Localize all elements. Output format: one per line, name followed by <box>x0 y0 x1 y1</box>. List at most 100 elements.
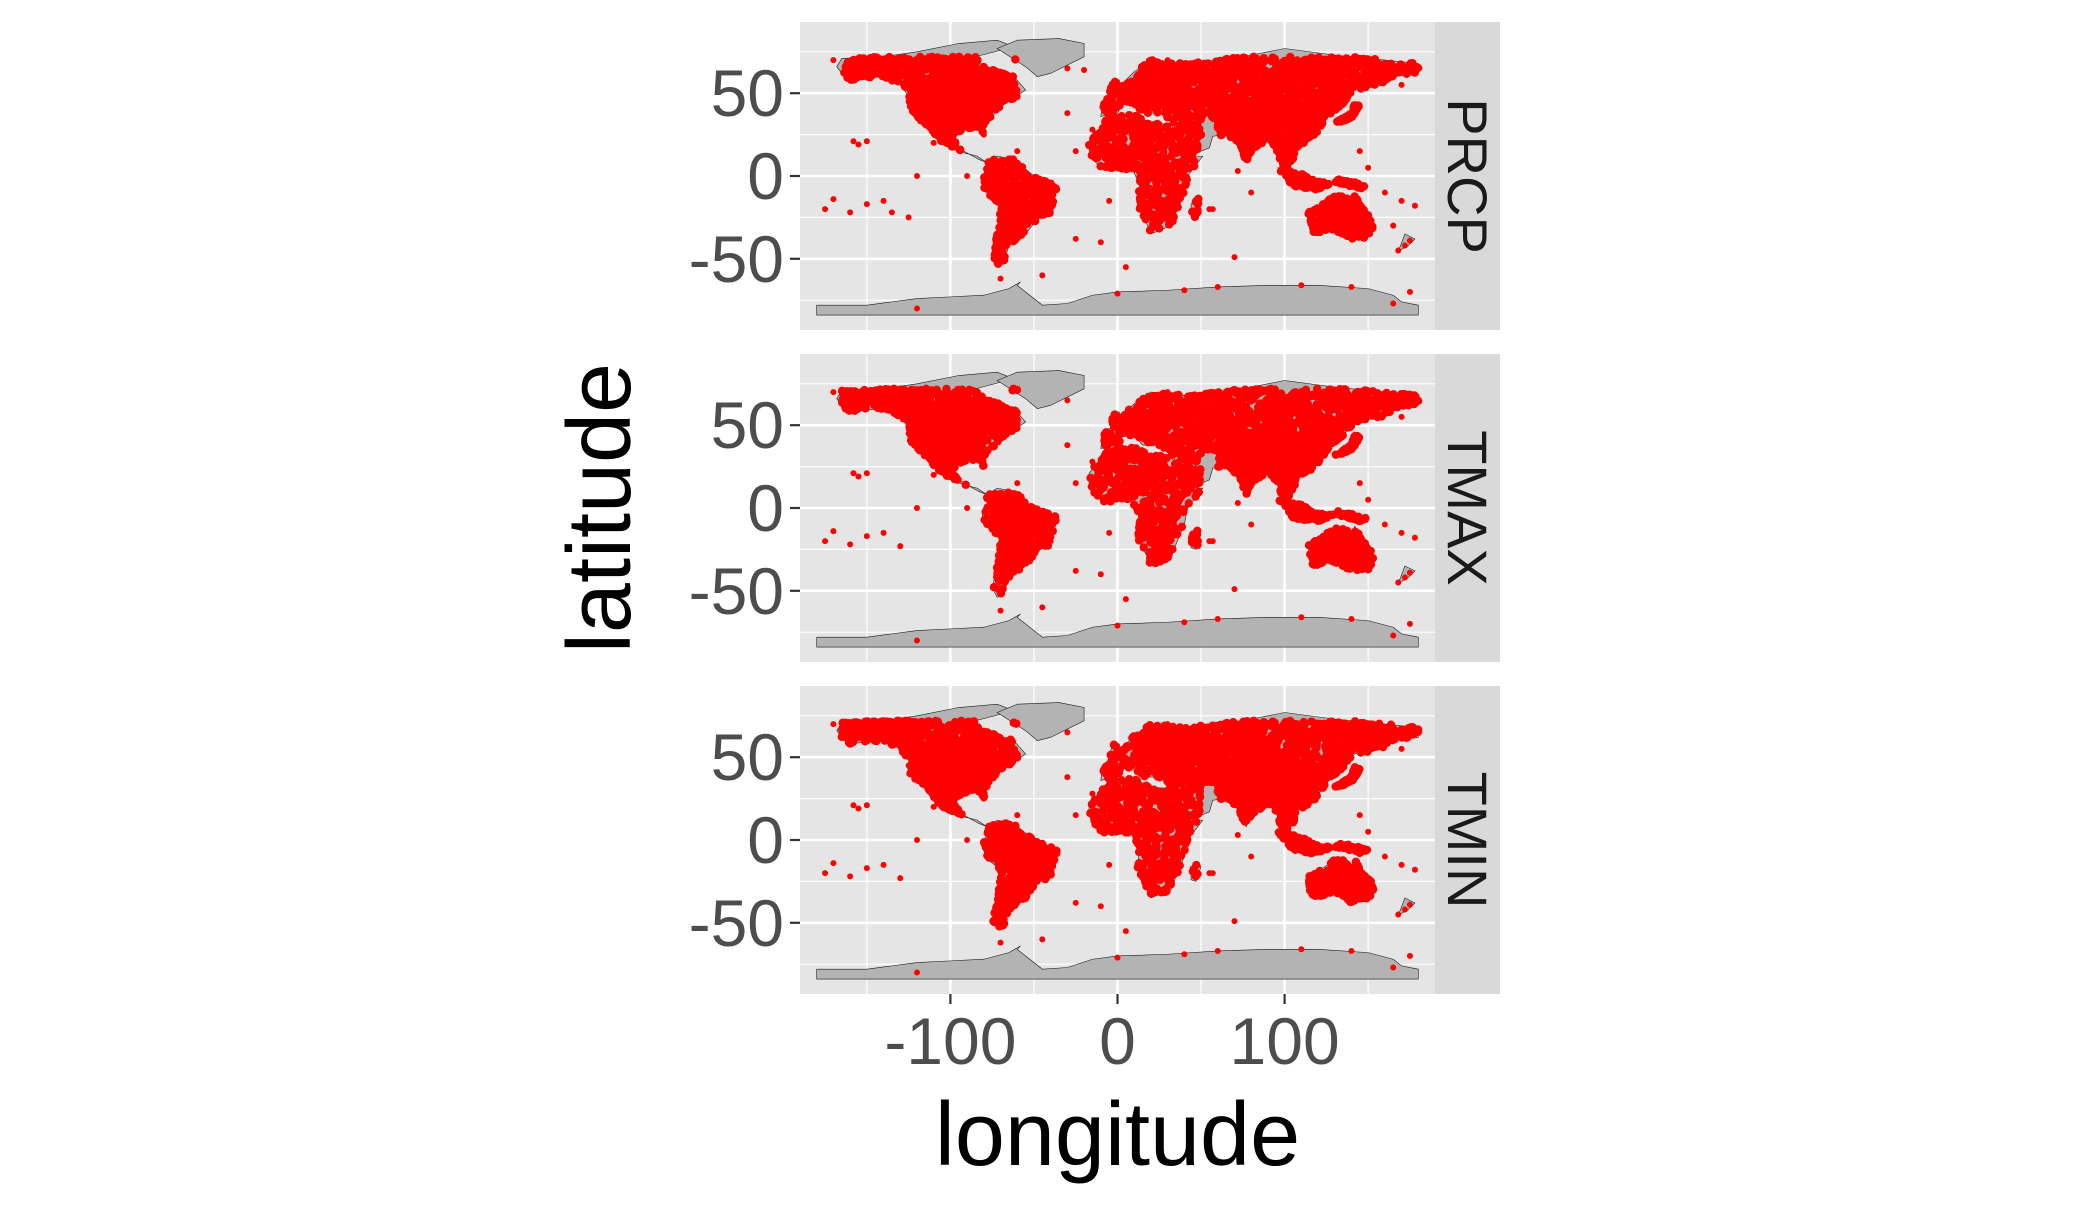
station-point <box>980 93 988 101</box>
station-point <box>1002 241 1010 249</box>
station-point <box>1259 106 1267 114</box>
station-point <box>1390 223 1396 229</box>
station-point <box>1345 81 1353 89</box>
station-point <box>830 57 836 63</box>
station-point <box>1330 82 1338 90</box>
station-point <box>1253 98 1261 106</box>
station-point <box>1368 224 1376 232</box>
station-point <box>1354 102 1362 110</box>
station-point <box>1296 75 1304 83</box>
station-point <box>864 201 870 207</box>
station-point <box>1174 192 1182 200</box>
station-point <box>989 66 997 74</box>
station-point <box>946 137 954 145</box>
station-point <box>1150 93 1158 101</box>
station-point <box>1332 178 1340 186</box>
station-point <box>1337 66 1345 74</box>
station-point <box>1190 157 1198 165</box>
station-point <box>992 189 1000 197</box>
station-point <box>1167 216 1175 224</box>
station-point <box>1286 178 1294 186</box>
station-point <box>1176 167 1184 175</box>
station-point <box>1081 67 1087 73</box>
station-point <box>1220 69 1228 77</box>
station-point <box>1005 167 1013 175</box>
station-point <box>1235 168 1241 174</box>
station-point <box>1157 196 1165 204</box>
station-point <box>1039 272 1045 278</box>
y-tick-label: -50 <box>689 222 784 296</box>
station-point <box>1342 114 1350 122</box>
station-point <box>865 61 873 69</box>
station-point <box>1289 154 1297 162</box>
station-point <box>1348 55 1356 63</box>
station-point <box>1334 199 1342 207</box>
station-point <box>1151 125 1159 133</box>
station-point <box>1288 118 1296 126</box>
station-point <box>1272 128 1280 136</box>
station-point <box>1276 154 1284 162</box>
station-point <box>1107 87 1115 95</box>
station-point <box>1192 197 1200 205</box>
station-point <box>1355 227 1363 235</box>
station-point <box>957 58 965 66</box>
station-point <box>1216 111 1224 119</box>
station-point <box>885 69 893 77</box>
station-point <box>1294 176 1302 184</box>
station-point <box>1108 164 1116 172</box>
station-point <box>989 90 997 98</box>
station-point <box>971 107 979 115</box>
station-point <box>1290 97 1298 105</box>
station-point <box>1241 116 1249 124</box>
station-point <box>1003 93 1011 101</box>
station-point <box>1323 86 1331 94</box>
station-point <box>949 127 957 135</box>
station-point <box>1089 134 1097 142</box>
station-point <box>1255 67 1263 75</box>
station-point <box>1145 144 1153 152</box>
station-point <box>1001 211 1009 219</box>
station-point <box>1233 102 1241 110</box>
station-point <box>1155 76 1163 84</box>
station-point <box>1064 65 1070 71</box>
station-point <box>1231 112 1239 120</box>
station-point <box>1312 76 1320 84</box>
station-point <box>972 115 978 121</box>
station-point <box>1014 148 1020 154</box>
station-point <box>1176 93 1184 101</box>
station-point <box>914 173 920 179</box>
station-point <box>1141 213 1149 221</box>
station-point <box>1278 98 1286 106</box>
station-point <box>1261 126 1269 134</box>
station-point <box>1281 67 1289 75</box>
station-point <box>1319 69 1327 77</box>
station-point <box>950 53 958 61</box>
station-point <box>1348 284 1354 290</box>
station-point <box>1102 117 1110 125</box>
station-point <box>1188 65 1196 73</box>
station-point <box>922 119 930 127</box>
station-point <box>1115 155 1123 163</box>
station-point <box>1111 101 1119 109</box>
station-point <box>1215 284 1221 290</box>
station-point <box>1390 301 1396 307</box>
station-point <box>1089 127 1095 133</box>
station-point <box>1140 64 1148 72</box>
station-point <box>1407 289 1413 295</box>
station-point <box>1280 106 1288 114</box>
station-point <box>1011 223 1019 231</box>
station-point <box>1399 198 1405 204</box>
station-point <box>1352 215 1360 223</box>
station-point <box>1164 126 1172 134</box>
station-point <box>1168 103 1176 111</box>
station-point <box>1348 90 1354 96</box>
station-point <box>1023 212 1031 220</box>
station-point <box>981 132 987 138</box>
station-point <box>1132 117 1140 125</box>
station-point <box>957 96 965 104</box>
station-point <box>914 305 920 311</box>
station-point <box>1183 120 1191 128</box>
station-point <box>1176 59 1184 67</box>
station-point <box>1399 82 1405 88</box>
